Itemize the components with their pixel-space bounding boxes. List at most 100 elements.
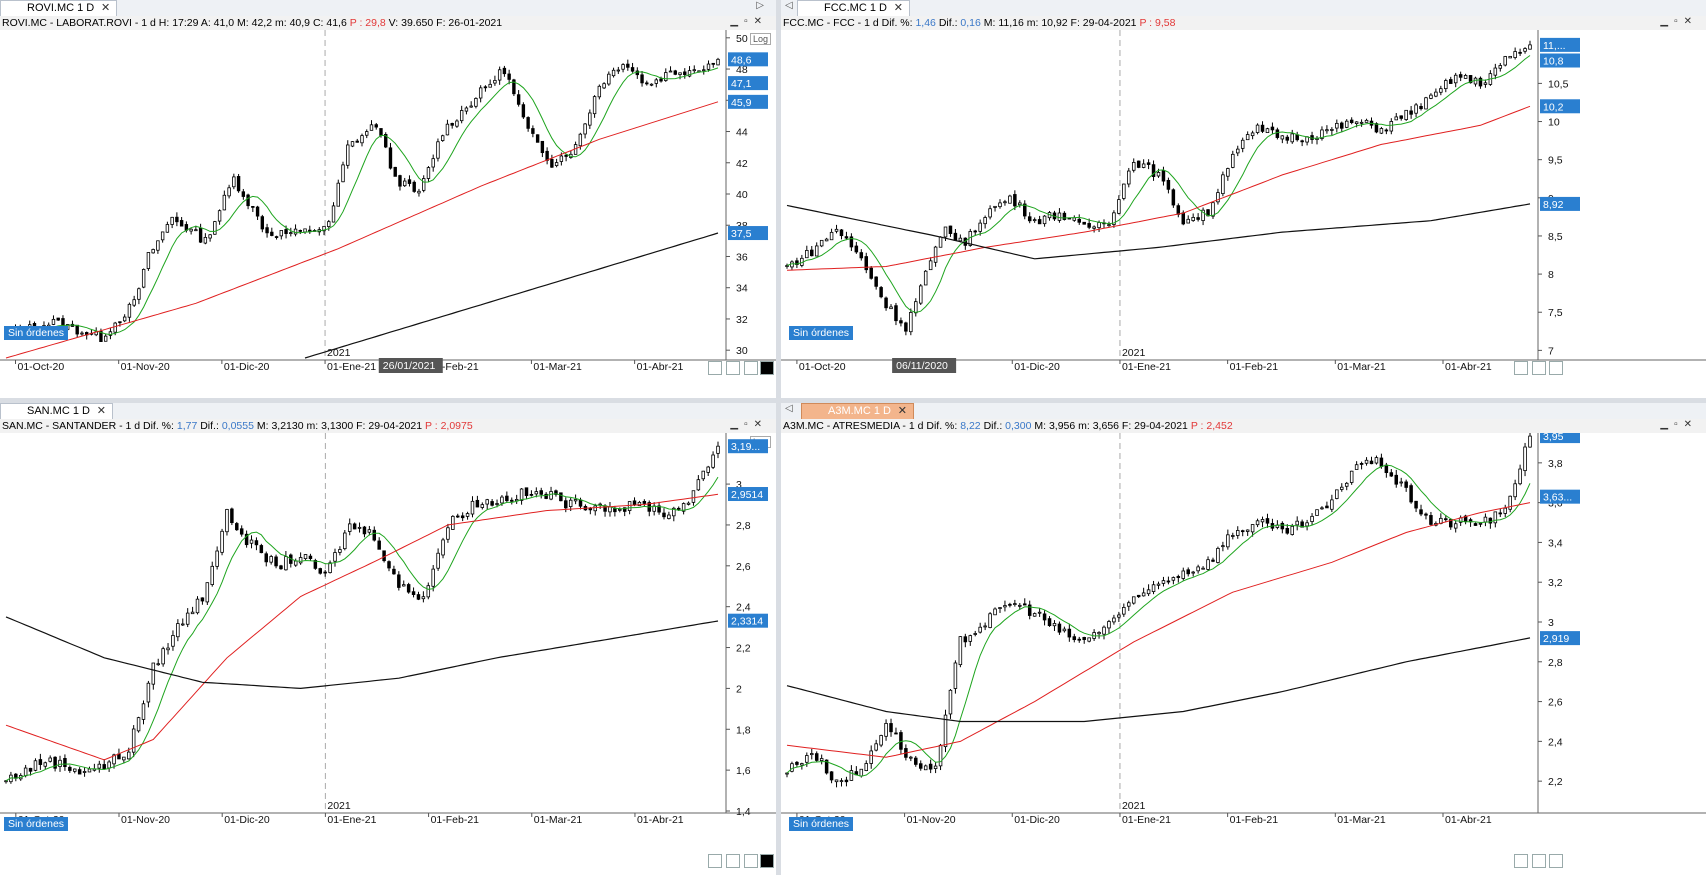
candle-body xyxy=(627,501,632,511)
candle-body xyxy=(455,120,459,127)
x-tick-label: 01-Abr-21 xyxy=(1445,814,1492,826)
save-icon[interactable] xyxy=(1532,361,1546,375)
candle-body xyxy=(1290,133,1294,143)
info-volume: V: 39.650 xyxy=(388,17,434,29)
tab-bar: ◁ FCC.MC 1 D ✕ xyxy=(781,0,1706,17)
candle-body xyxy=(382,550,386,562)
settings-icon[interactable] xyxy=(1549,854,1563,868)
chart-options-icon[interactable] xyxy=(708,854,722,868)
candle-body xyxy=(564,500,568,509)
save-icon[interactable] xyxy=(726,854,740,868)
candle-body xyxy=(854,245,859,253)
candle-body xyxy=(1082,637,1086,640)
candle-body xyxy=(460,515,465,519)
tab-san[interactable]: SAN.MC 1 D ✕ xyxy=(0,403,113,419)
candle-body xyxy=(1027,604,1032,616)
symbol: ROVI.MC - LABORAT.ROVI - xyxy=(2,17,139,29)
candle-body xyxy=(1107,621,1111,629)
candle-body xyxy=(824,238,829,242)
candle-body xyxy=(194,229,198,232)
log-button[interactable]: Log xyxy=(750,33,772,45)
candle-body xyxy=(649,83,654,86)
save-icon[interactable] xyxy=(726,361,740,375)
candle-body xyxy=(512,79,516,95)
candle-body xyxy=(103,335,108,342)
candle-body xyxy=(1072,217,1077,221)
dif-pct: 8,22 xyxy=(960,420,981,432)
candle-body xyxy=(1320,507,1324,510)
candle-body xyxy=(230,508,234,524)
candle-body xyxy=(244,533,249,546)
window-buttons[interactable]: ▁▫✕ xyxy=(1660,16,1698,27)
candle-body xyxy=(426,585,431,598)
candle-body xyxy=(122,316,127,322)
candle-body xyxy=(988,613,992,628)
candle-body xyxy=(968,635,973,642)
chart-options-icon[interactable] xyxy=(1514,854,1528,868)
window-buttons[interactable]: ▁▫✕ xyxy=(1660,419,1698,430)
candle-body xyxy=(170,216,174,225)
chart-info-bar: ROVI.MC - LABORAT.ROVI - 1 d H: 17:29 A:… xyxy=(0,16,776,30)
cursor-date-box xyxy=(378,358,443,373)
candle-body xyxy=(672,507,676,517)
dif-value: 0,300 xyxy=(1005,420,1032,432)
chevron-left-icon[interactable]: ◁ xyxy=(785,403,793,414)
candle-body xyxy=(1325,129,1329,132)
candle-body xyxy=(1161,580,1166,584)
candle-body xyxy=(1236,530,1240,536)
price-label-box xyxy=(728,52,768,67)
candle-body xyxy=(241,191,246,197)
candle-body xyxy=(1483,82,1488,85)
candle-body xyxy=(421,596,426,600)
candle-body xyxy=(618,508,622,511)
candle-body xyxy=(1493,67,1498,76)
candle-body xyxy=(1335,122,1339,129)
close-icon[interactable]: ✕ xyxy=(897,405,907,417)
candle-body xyxy=(1344,482,1349,487)
candle-body xyxy=(346,144,350,166)
candle-body xyxy=(859,768,864,777)
tab-bar: ROVI.MC 1 D ✕ ▷ xyxy=(0,0,776,17)
sma-short-line xyxy=(5,67,719,336)
candle-body xyxy=(387,561,391,569)
dif-pct-label: Dif. %: xyxy=(926,420,958,432)
candle-body xyxy=(654,79,658,84)
y-tick-label: 3,2 xyxy=(1548,577,1563,589)
candle-body xyxy=(189,228,193,232)
chart-options-icon[interactable] xyxy=(708,361,722,375)
candle-body xyxy=(431,568,435,587)
tab-fcc[interactable]: FCC.MC 1 D ✕ xyxy=(797,0,910,16)
candle-body xyxy=(1439,88,1443,93)
candle-body xyxy=(918,285,923,304)
candle-body xyxy=(146,682,151,703)
candle-body xyxy=(545,150,549,161)
candle-body xyxy=(97,763,102,769)
chevron-right-icon[interactable]: ▷ xyxy=(756,0,764,11)
candle-body xyxy=(365,131,369,136)
candle-body xyxy=(810,753,814,756)
close-icon[interactable]: ✕ xyxy=(96,405,106,417)
chart-options-icon[interactable] xyxy=(1514,361,1528,375)
candle-body xyxy=(948,225,953,234)
settings-icon[interactable] xyxy=(744,854,758,868)
close-icon[interactable]: ✕ xyxy=(893,2,903,14)
candle-body xyxy=(681,503,686,512)
settings-icon[interactable] xyxy=(1549,361,1563,375)
save-icon[interactable] xyxy=(1532,854,1546,868)
candle-body xyxy=(274,236,279,238)
sma-mid-line xyxy=(5,493,719,761)
tab-rovi[interactable]: ROVI.MC 1 D ✕ xyxy=(0,0,118,16)
window-buttons[interactable]: ▁▫✕ xyxy=(730,16,768,27)
candle-body xyxy=(141,703,146,720)
color-box-icon[interactable] xyxy=(760,361,774,375)
window-buttons[interactable]: ▁▫✕ xyxy=(730,419,768,430)
chevron-left-icon[interactable]: ◁ xyxy=(785,0,793,11)
settings-icon[interactable] xyxy=(744,361,758,375)
tab-a3m[interactable]: A3M.MC 1 D ✕ xyxy=(801,403,914,419)
candle-body xyxy=(469,105,473,108)
close-icon[interactable]: ✕ xyxy=(101,2,111,14)
color-box-icon[interactable] xyxy=(760,854,774,868)
candle-body xyxy=(1414,500,1418,509)
candle-body xyxy=(510,499,514,502)
candle-body xyxy=(559,492,563,502)
